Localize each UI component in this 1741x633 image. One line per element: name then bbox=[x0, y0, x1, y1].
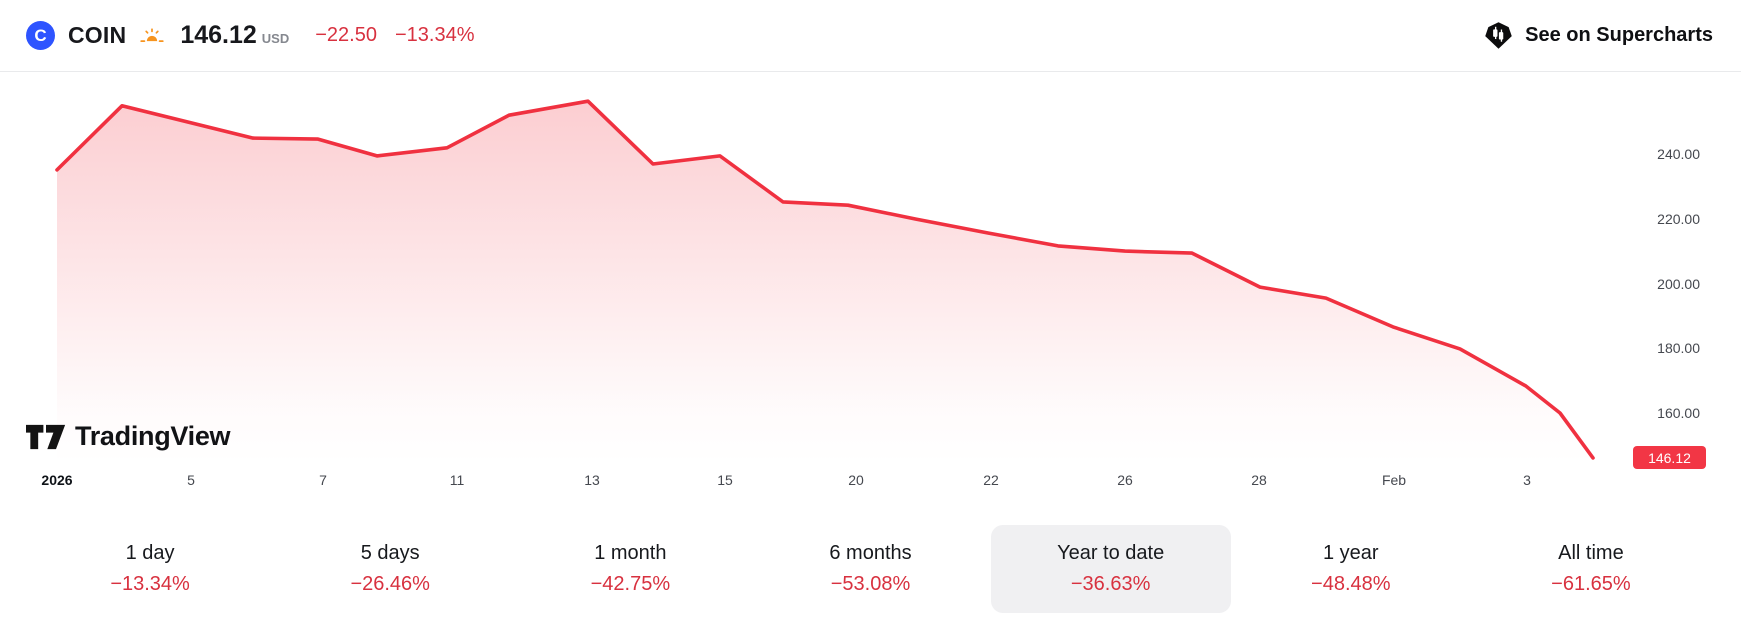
period-button-1-year[interactable]: 1 year −48.48% bbox=[1231, 525, 1471, 613]
period-label: 1 day bbox=[125, 542, 175, 564]
period-button-year-to-date[interactable]: Year to date −36.63% bbox=[990, 525, 1231, 613]
period-button-all-time[interactable]: All time −61.65% bbox=[1471, 525, 1711, 613]
period-change-percent: −13.34% bbox=[110, 573, 190, 595]
x-axis-tick: 3 bbox=[1523, 472, 1531, 488]
x-axis-tick: 28 bbox=[1251, 472, 1267, 488]
x-axis-tick: 26 bbox=[1117, 472, 1133, 488]
x-axis-tick: 7 bbox=[319, 472, 327, 488]
x-axis-tick: 11 bbox=[449, 472, 465, 488]
x-axis-tick: 13 bbox=[584, 472, 600, 488]
x-axis-tick: 15 bbox=[717, 472, 733, 488]
period-label: 6 months bbox=[829, 542, 912, 564]
period-label: 1 month bbox=[594, 542, 667, 564]
price-group: 146.12 USD bbox=[180, 21, 289, 50]
y-axis-tick: 200.00 bbox=[1657, 275, 1700, 292]
tradingview-logo-icon bbox=[26, 424, 66, 450]
x-axis-tick: 22 bbox=[983, 472, 999, 488]
period-button-1-day[interactable]: 1 day −13.34% bbox=[30, 525, 270, 613]
period-button-5-days[interactable]: 5 days −26.46% bbox=[270, 525, 510, 613]
tradingview-watermark-text: TradingView bbox=[75, 421, 231, 451]
y-axis-tick: 160.00 bbox=[1657, 405, 1700, 421]
last-price-badge: 146.12 bbox=[1633, 446, 1706, 470]
price-chart[interactable]: 240.00 220.00 200.00 180.00 160.00 146.12 Tr… bbox=[0, 72, 1741, 470]
x-axis-tick: Feb bbox=[1381, 472, 1407, 488]
currency-label: USD bbox=[261, 31, 290, 46]
coinbase-logo-letter: C bbox=[34, 25, 47, 45]
x-axis-tick: 5 bbox=[187, 472, 195, 488]
x-axis-tick: 2026 bbox=[41, 472, 73, 488]
period-label: 5 days bbox=[360, 542, 420, 564]
period-change-percent: −36.63% bbox=[1070, 573, 1151, 595]
header: C COIN 146.12 USD −22.50 −13.34% bbox=[0, 0, 1741, 72]
symbol-ticker: COIN bbox=[68, 22, 127, 48]
period-button-1-month[interactable]: 1 month −42.75% bbox=[510, 525, 750, 613]
y-axis-tick: 220.00 bbox=[1657, 210, 1700, 227]
tradingview-watermark[interactable]: TradingView bbox=[26, 421, 231, 452]
period-change-percent: −26.46% bbox=[350, 573, 430, 595]
price-line bbox=[55, 99, 1595, 460]
price-changes: −22.50 −13.34% bbox=[315, 24, 474, 47]
period-label: Year to date bbox=[1057, 542, 1165, 564]
period-change-percent: −53.08% bbox=[830, 573, 911, 595]
x-axis: 2026 5 7 11 13 15 20 22 26 28 Feb 3 bbox=[0, 465, 1741, 497]
y-axis-tick: 180.00 bbox=[1657, 340, 1700, 357]
y-axis-tick: 240.00 bbox=[1657, 146, 1700, 162]
period-selector: 1 day −13.34% 5 days −26.46% 1 month −42.75% 6… bbox=[0, 525, 1741, 613]
price-change-percent: −13.34% bbox=[394, 24, 475, 46]
period-change-percent: −42.75% bbox=[590, 573, 671, 595]
x-axis-tick: 20 bbox=[848, 472, 864, 488]
market-status-sun-icon bbox=[140, 27, 164, 44]
period-button-6-months[interactable]: 6 months −53.08% bbox=[750, 525, 990, 613]
supercharts-label: See on Supercharts bbox=[1525, 24, 1713, 46]
price-change-absolute: −22.50 bbox=[315, 24, 377, 46]
period-change-percent: −61.65% bbox=[1551, 573, 1631, 595]
last-price-badge-value: 146.12 bbox=[1648, 449, 1691, 466]
supercharts-gem-icon bbox=[1484, 21, 1513, 50]
period-label: All time bbox=[1558, 542, 1624, 564]
see-on-supercharts-link[interactable]: See on Supercharts bbox=[1484, 21, 1713, 50]
coinbase-logo: C bbox=[26, 21, 55, 50]
chart-canvas bbox=[55, 99, 1595, 464]
period-change-percent: −48.48% bbox=[1311, 573, 1391, 595]
last-price: 146.12 bbox=[180, 21, 257, 49]
period-label: 1 year bbox=[1322, 542, 1379, 564]
price-area-fill bbox=[57, 101, 1593, 464]
